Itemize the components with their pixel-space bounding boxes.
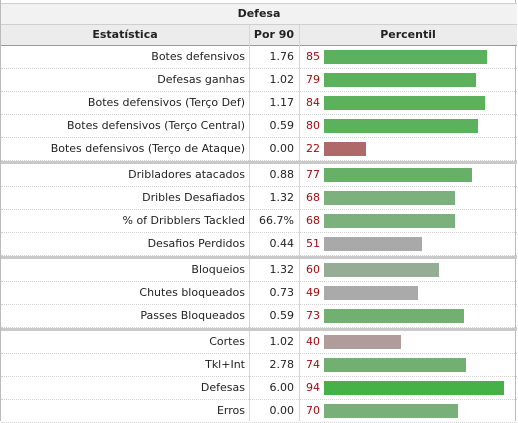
table-row: Botes defensivos (Terço Def) 1.17 84 bbox=[1, 92, 517, 115]
percentile-bar bbox=[324, 73, 476, 87]
percentile-value: 85 bbox=[306, 50, 320, 63]
table-row: Dribladores atacados 0.88 77 bbox=[1, 161, 517, 187]
percentile-bar bbox=[324, 358, 466, 372]
stat-name: Desafios Perdidos bbox=[147, 237, 245, 250]
table-header-row: Estatística Por 90 Percentil bbox=[1, 25, 517, 46]
table-caption: Defesa bbox=[1, 3, 517, 25]
column-header-per90[interactable]: Por 90 bbox=[253, 28, 295, 41]
table-row: Defesas ganhas 1.02 79 bbox=[1, 69, 517, 92]
stat-name: Botes defensivos (Terço Def) bbox=[87, 96, 245, 109]
per90-value: 1.17 bbox=[269, 96, 295, 109]
table-row: Botes defensivos (Terço Central) 0.59 80 bbox=[1, 115, 517, 138]
per90-value: 2.78 bbox=[269, 358, 295, 371]
stat-name: Cortes bbox=[209, 335, 245, 348]
percentile-bar bbox=[324, 309, 464, 323]
table-row: Desafios Perdidos 0.44 51 bbox=[1, 233, 517, 256]
per90-value: 6.00 bbox=[269, 381, 295, 394]
table-row: Defesas 6.00 94 bbox=[1, 377, 517, 400]
per90-value: 1.76 bbox=[269, 50, 295, 63]
percentile-value: 74 bbox=[306, 358, 320, 371]
stat-name: Passes Bloqueados bbox=[140, 309, 245, 322]
percentile-value: 68 bbox=[306, 191, 320, 204]
percentile-value: 22 bbox=[306, 142, 320, 155]
percentile-bar bbox=[324, 168, 472, 182]
percentile-value: 94 bbox=[306, 381, 320, 394]
percentile-value: 51 bbox=[306, 237, 320, 250]
percentile-value: 80 bbox=[306, 119, 320, 132]
percentile-value: 84 bbox=[306, 96, 320, 109]
stat-name: Botes defensivos (Terço Central) bbox=[66, 119, 245, 132]
stat-name: Dribles Desafiados bbox=[142, 191, 245, 204]
column-header-statistic[interactable]: Estatística bbox=[92, 28, 158, 41]
percentile-bar bbox=[324, 404, 458, 418]
column-divider bbox=[249, 25, 250, 421]
percentile-value: 68 bbox=[306, 214, 320, 227]
percentile-value: 60 bbox=[306, 263, 320, 276]
percentile-bar bbox=[324, 381, 504, 395]
stat-name: Botes defensivos bbox=[151, 50, 245, 63]
percentile-bar bbox=[324, 263, 439, 277]
table-row: Tkl+Int 2.78 74 bbox=[1, 354, 517, 377]
percentile-bar bbox=[324, 96, 485, 110]
per90-value: 0.44 bbox=[269, 237, 295, 250]
percentile-bar bbox=[324, 191, 455, 205]
column-header-percentile[interactable]: Percentil bbox=[380, 28, 436, 41]
table-row: Botes defensivos 1.76 85 bbox=[1, 46, 517, 69]
per90-value: 0.00 bbox=[269, 404, 295, 417]
table-row: Passes Bloqueados 0.59 73 bbox=[1, 305, 517, 328]
column-divider bbox=[299, 25, 300, 421]
per90-value: 1.02 bbox=[269, 335, 295, 348]
percentile-value: 77 bbox=[306, 168, 320, 181]
percentile-value: 70 bbox=[306, 404, 320, 417]
per90-value: 1.32 bbox=[269, 263, 295, 276]
table-row: Dribles Desafiados 1.32 68 bbox=[1, 187, 517, 210]
per90-value: 0.88 bbox=[269, 168, 295, 181]
percentile-bar bbox=[324, 142, 366, 156]
per90-value: 1.02 bbox=[269, 73, 295, 86]
per90-value: 0.59 bbox=[269, 309, 295, 322]
percentile-bar bbox=[324, 214, 455, 228]
per90-value: 0.73 bbox=[269, 286, 295, 299]
stat-name: Dribladores atacados bbox=[128, 168, 245, 181]
stat-name: Defesas bbox=[200, 381, 245, 394]
stat-name: Tkl+Int bbox=[205, 358, 245, 371]
percentile-bar bbox=[324, 50, 487, 64]
stat-name: Bloqueios bbox=[191, 263, 245, 276]
percentile-value: 49 bbox=[306, 286, 320, 299]
percentile-bar bbox=[324, 335, 401, 349]
table-row: Erros 0.00 70 bbox=[1, 400, 517, 423]
stat-name: Erros bbox=[216, 404, 245, 417]
table-row: Cortes 1.02 40 bbox=[1, 328, 517, 354]
table-row: Chutes bloqueados 0.73 49 bbox=[1, 282, 517, 305]
per90-value: 0.59 bbox=[269, 119, 295, 132]
per90-value: 0.00 bbox=[269, 142, 295, 155]
stat-name: Chutes bloqueados bbox=[139, 286, 245, 299]
per90-value: 66.7% bbox=[259, 214, 294, 227]
percentile-value: 73 bbox=[306, 309, 320, 322]
stat-name: Botes defensivos (Terço de Ataque) bbox=[50, 142, 245, 155]
per90-value: 1.32 bbox=[269, 191, 295, 204]
stat-name: Defesas ganhas bbox=[157, 73, 245, 86]
percentile-value: 40 bbox=[306, 335, 320, 348]
table-row: Bloqueios 1.32 60 bbox=[1, 256, 517, 282]
table-row: % of Dribblers Tackled 66.7% 68 bbox=[1, 210, 517, 233]
percentile-bar bbox=[324, 286, 418, 300]
stat-name: % of Dribblers Tackled bbox=[122, 214, 246, 227]
percentile-value: 79 bbox=[306, 73, 320, 86]
percentile-bar bbox=[324, 119, 478, 133]
table-row: Botes defensivos (Terço de Ataque) 0.00 22 bbox=[1, 138, 517, 161]
percentile-bar bbox=[324, 237, 422, 251]
